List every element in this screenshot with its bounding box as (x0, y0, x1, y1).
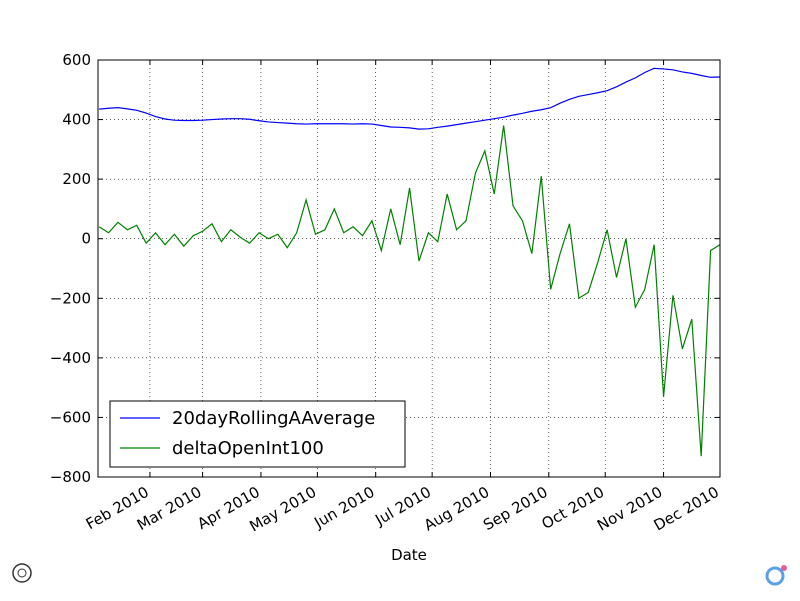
logo-right (765, 565, 787, 586)
plot-frame (97, 59, 721, 478)
series-line (98, 125, 721, 457)
plot-lines (98, 67, 721, 457)
y-tick-label: 0 (81, 230, 91, 248)
legend-label: deltaOpenInt100 (172, 438, 324, 459)
y-tick-label: −800 (50, 468, 91, 486)
y-tick-label: 400 (62, 111, 91, 129)
y-tick-label: 600 (62, 51, 91, 69)
legend-box (109, 400, 406, 468)
legend-label: 20dayRollingAAverage (172, 408, 375, 429)
y-tick-label: −400 (50, 349, 91, 367)
x-axis-label: Date (391, 546, 427, 564)
y-tick-label: 200 (62, 170, 91, 188)
series-line (99, 67, 721, 130)
y-tick-label: −200 (50, 289, 91, 307)
legend: 20dayRollingAAverage deltaOpenInt100 (109, 400, 406, 468)
logo-left (12, 563, 32, 583)
y-tick-label: −600 (50, 408, 91, 426)
